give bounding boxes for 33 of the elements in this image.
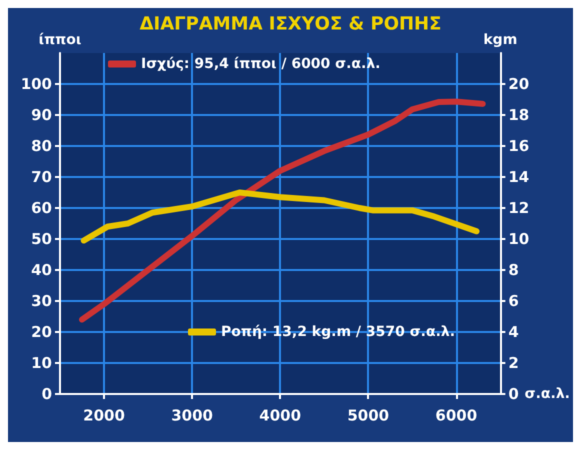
y-tick-label: 30 (31, 292, 52, 310)
y-tick-label: 80 (31, 137, 52, 155)
y2-tick-label: 2 (508, 354, 519, 372)
y2-tick-label: 16 (508, 137, 530, 155)
y2-tick-label: 6 (508, 292, 519, 310)
legend-label: Ισχύς: 95,4 ίπποι / 6000 σ.α.λ. (141, 56, 380, 72)
y-tick-label: 100 (20, 75, 52, 93)
x-tick-label: 3000 (171, 406, 213, 424)
y2-tick-label: 20 (508, 75, 530, 93)
y2-tick-label: 8 (508, 261, 519, 279)
y-tick-label: 90 (31, 106, 52, 124)
y-tick-label: 0 (42, 385, 52, 403)
x-tick-label: 5000 (347, 406, 390, 424)
y-tick-label: 10 (31, 354, 52, 372)
y2-tick-label: 12 (508, 199, 530, 217)
legend-label: Ροπή: 13,2 kg.m / 3570 σ.α.λ. (221, 324, 456, 340)
x-tick-label: 4000 (259, 406, 302, 424)
y-tick-label: 40 (31, 261, 52, 279)
y2-axis-title: kgm (483, 32, 518, 48)
y2-tick-label: 0 (508, 385, 519, 403)
y2-tick-label: 10 (508, 230, 530, 248)
y2-tick-label: 18 (508, 106, 530, 124)
x-tick-label: 6000 (435, 406, 478, 424)
y-tick-label: 60 (31, 199, 52, 217)
y-axis-title: ίπποι (38, 32, 82, 48)
y-tick-label: 50 (31, 230, 52, 248)
y2-tick-label: 14 (508, 168, 530, 186)
y-tick-label: 20 (31, 323, 52, 341)
x-tick-label: 2000 (83, 406, 125, 424)
x-axis-title: σ.α.λ. (524, 386, 570, 402)
y-tick-label: 70 (31, 168, 52, 186)
y2-tick-label: 4 (508, 323, 519, 341)
chart-title: ΔΙΑΓΡΑΜΜΑ ΙΣΧΥΟΣ & ΡΟΠΗΣ (140, 14, 442, 34)
